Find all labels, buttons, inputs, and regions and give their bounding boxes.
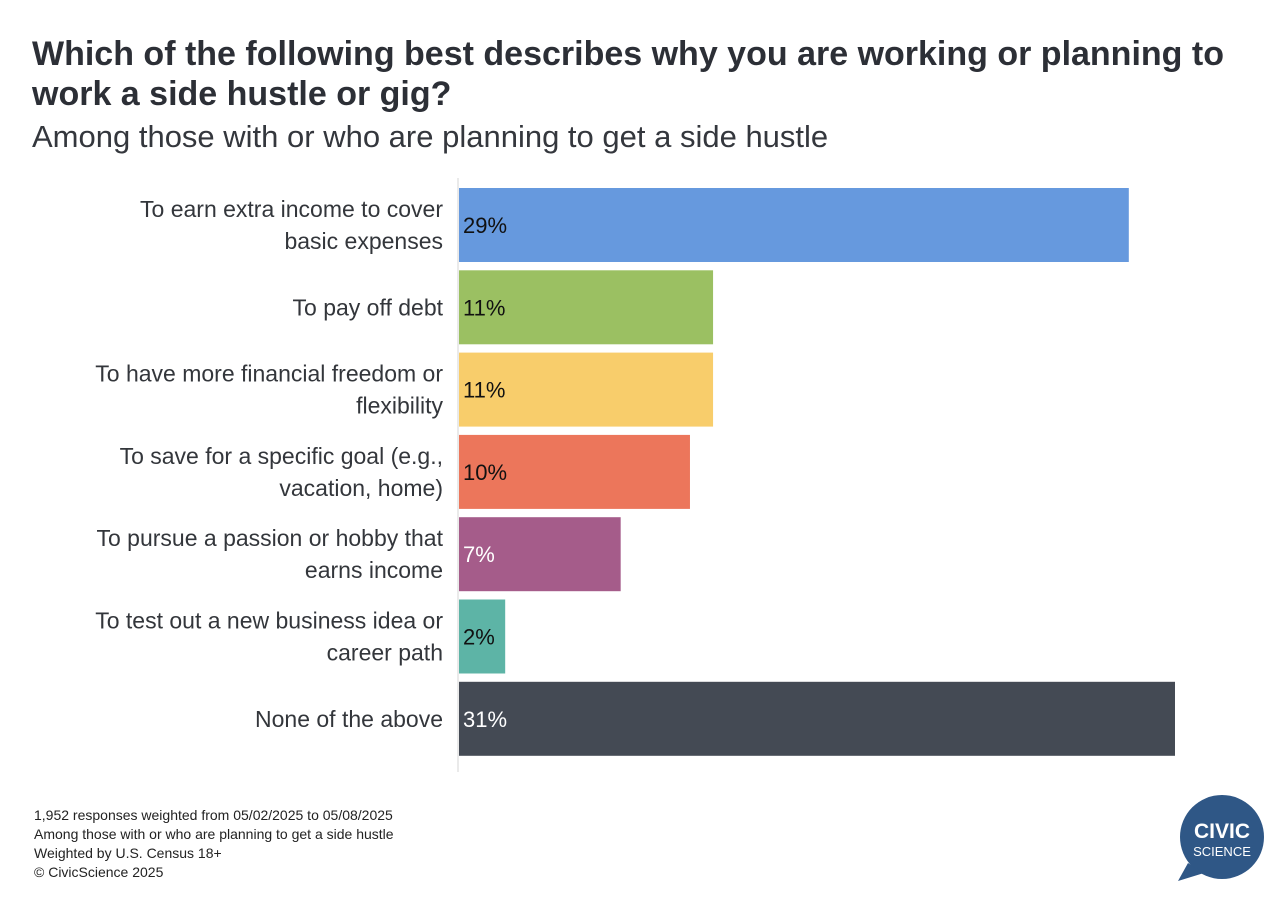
chart-title: Which of the following best describes wh… — [32, 35, 1224, 113]
category-label-4-line-2: vacation, home) — [279, 475, 443, 501]
footnote-line-weighting: Weighted by U.S. Census 18+ — [34, 845, 222, 861]
category-label-3-line-1: To have more financial freedom or — [95, 361, 443, 387]
bar-7 — [459, 681, 1175, 756]
bar-value-label-3: 11% — [463, 378, 505, 403]
civicscience-logo: CIVIC SCIENCE — [1178, 795, 1264, 881]
category-label-2-line-1: To pay off debt — [293, 294, 444, 320]
category-label-1-line-1: To earn extra income to cover — [140, 196, 443, 222]
bar-value-label-6: 2% — [463, 625, 495, 650]
logo-speech-tail — [1178, 863, 1204, 881]
category-label-3-line-2: flexibility — [356, 393, 443, 419]
bar-value-label-4: 10% — [463, 460, 507, 485]
logo-text-science: SCIENCE — [1193, 844, 1251, 859]
bar-5 — [459, 517, 621, 592]
category-label-1-line-2: basic expenses — [284, 228, 443, 254]
bar-value-label-7: 31% — [463, 707, 507, 732]
bar-6 — [459, 599, 506, 674]
logo-text-civic: CIVIC — [1194, 820, 1250, 843]
footnote-line-copyright: © CivicScience 2025 — [34, 864, 164, 880]
bar-value-label-2: 11% — [463, 295, 505, 320]
footnote-line-population: Among those with or who are planning to … — [34, 826, 394, 842]
category-label-6-line-1: To test out a new business idea or — [95, 608, 443, 634]
bar-2 — [459, 270, 714, 345]
bar-3 — [459, 352, 714, 427]
bar-4 — [459, 434, 690, 509]
bar-1 — [459, 188, 1129, 262]
chart-subtitle: Among those with or who are planning to … — [32, 119, 829, 154]
bar-chart: 29% To earn extra income to cover basic ex… — [95, 178, 1175, 772]
bar-value-label-5: 7% — [463, 542, 495, 567]
logo-badge — [1180, 795, 1264, 879]
category-label-5-line-1: To pursue a passion or hobby that — [96, 525, 443, 551]
category-label-6-line-2: career path — [327, 640, 443, 666]
footnote-line-responses: 1,952 responses weighted from 05/02/2025… — [34, 807, 393, 823]
footnote: 1,952 responses weighted from 05/02/2025… — [34, 806, 394, 882]
category-label-4-line-1: To save for a specific goal (e.g., — [120, 443, 443, 469]
bar-value-label-1: 29% — [463, 213, 507, 238]
category-label-5-line-2: earns income — [305, 557, 443, 583]
category-label-7-line-1: None of the above — [255, 706, 443, 732]
